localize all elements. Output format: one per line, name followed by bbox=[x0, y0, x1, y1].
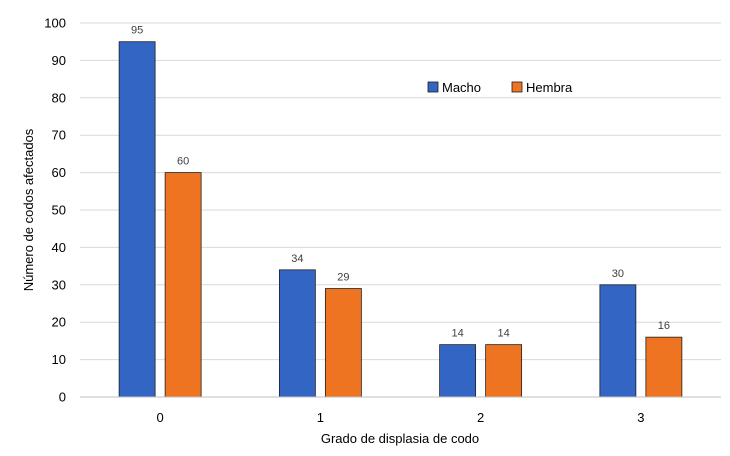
bar-macho bbox=[599, 284, 637, 398]
data-label: 34 bbox=[291, 253, 303, 265]
bar-macho bbox=[439, 344, 477, 398]
y-tick-label: 40 bbox=[52, 240, 66, 255]
data-label: 14 bbox=[498, 328, 510, 340]
y-axis-ticks: 0 10 20 30 40 50 60 70 80 90 100 bbox=[44, 16, 66, 405]
bar-hembra bbox=[164, 172, 202, 398]
bar-macho bbox=[278, 269, 316, 398]
y-axis-title: Número de codos afectados bbox=[21, 128, 36, 291]
data-label: 29 bbox=[337, 272, 349, 284]
data-label: 30 bbox=[612, 268, 624, 280]
data-label: 60 bbox=[177, 156, 189, 168]
y-tick-label: 30 bbox=[52, 277, 66, 292]
legend-label-macho: Macho bbox=[442, 80, 481, 95]
legend-label-hembra: Hembra bbox=[526, 80, 573, 95]
y-tick-label: 50 bbox=[52, 203, 66, 218]
x-tick-label: 3 bbox=[637, 410, 644, 425]
y-tick-label: 10 bbox=[52, 352, 66, 367]
y-tick-label: 20 bbox=[52, 315, 66, 330]
y-tick-label: 60 bbox=[52, 165, 66, 180]
y-tick-label: 80 bbox=[52, 90, 66, 105]
y-tick-label: 0 bbox=[59, 390, 66, 405]
y-tick-label: 70 bbox=[52, 128, 66, 143]
legend-swatch-macho bbox=[427, 81, 439, 93]
y-tick-label: 90 bbox=[52, 53, 66, 68]
bar-hembra bbox=[485, 344, 523, 398]
y-tick-label: 100 bbox=[44, 16, 66, 31]
legend: Macho Hembra bbox=[427, 80, 573, 95]
bar-macho bbox=[118, 41, 156, 398]
data-labels: 95 60 34 29 14 14 30 16 bbox=[131, 25, 670, 340]
x-axis-title: Grado de displasia de codo bbox=[321, 431, 479, 446]
x-tick-label: 2 bbox=[477, 410, 484, 425]
data-label: 95 bbox=[131, 25, 143, 37]
bar-hembra bbox=[324, 288, 362, 398]
x-axis-ticks: 0 1 2 3 bbox=[157, 410, 645, 425]
bar-hembra bbox=[645, 336, 683, 398]
bars bbox=[118, 41, 683, 398]
data-label: 16 bbox=[658, 320, 670, 332]
x-tick-label: 1 bbox=[317, 410, 324, 425]
data-label: 14 bbox=[452, 328, 464, 340]
legend-swatch-hembra bbox=[511, 81, 523, 93]
x-tick-label: 0 bbox=[157, 410, 164, 425]
